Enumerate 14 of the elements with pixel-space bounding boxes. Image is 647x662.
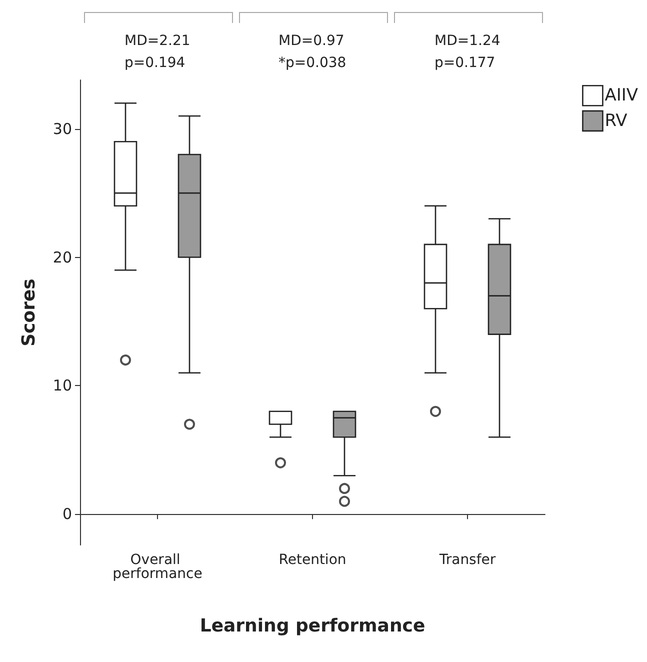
legend-label: RV: [604, 110, 628, 131]
y-tick-label: 20: [52, 248, 72, 266]
x-tick-label: Retention: [278, 552, 346, 568]
y-axis-title: Scores: [18, 278, 40, 346]
text: MD=1.24 p=0.177: [434, 32, 500, 73]
x-axis-title: Learning performance: [200, 616, 426, 636]
y-tick-label: 10: [52, 376, 72, 395]
text: MD=2.21 p=0.194: [124, 32, 190, 73]
y-tick-label: 0: [62, 505, 72, 524]
text: MD=0.97 *p=0.038: [278, 32, 346, 73]
legend-label: AIIV: [604, 86, 638, 106]
x-tick-label: Transfer: [438, 552, 496, 568]
y-tick-label: 30: [52, 120, 72, 138]
x-tick-label: Overall performance: [112, 552, 202, 582]
